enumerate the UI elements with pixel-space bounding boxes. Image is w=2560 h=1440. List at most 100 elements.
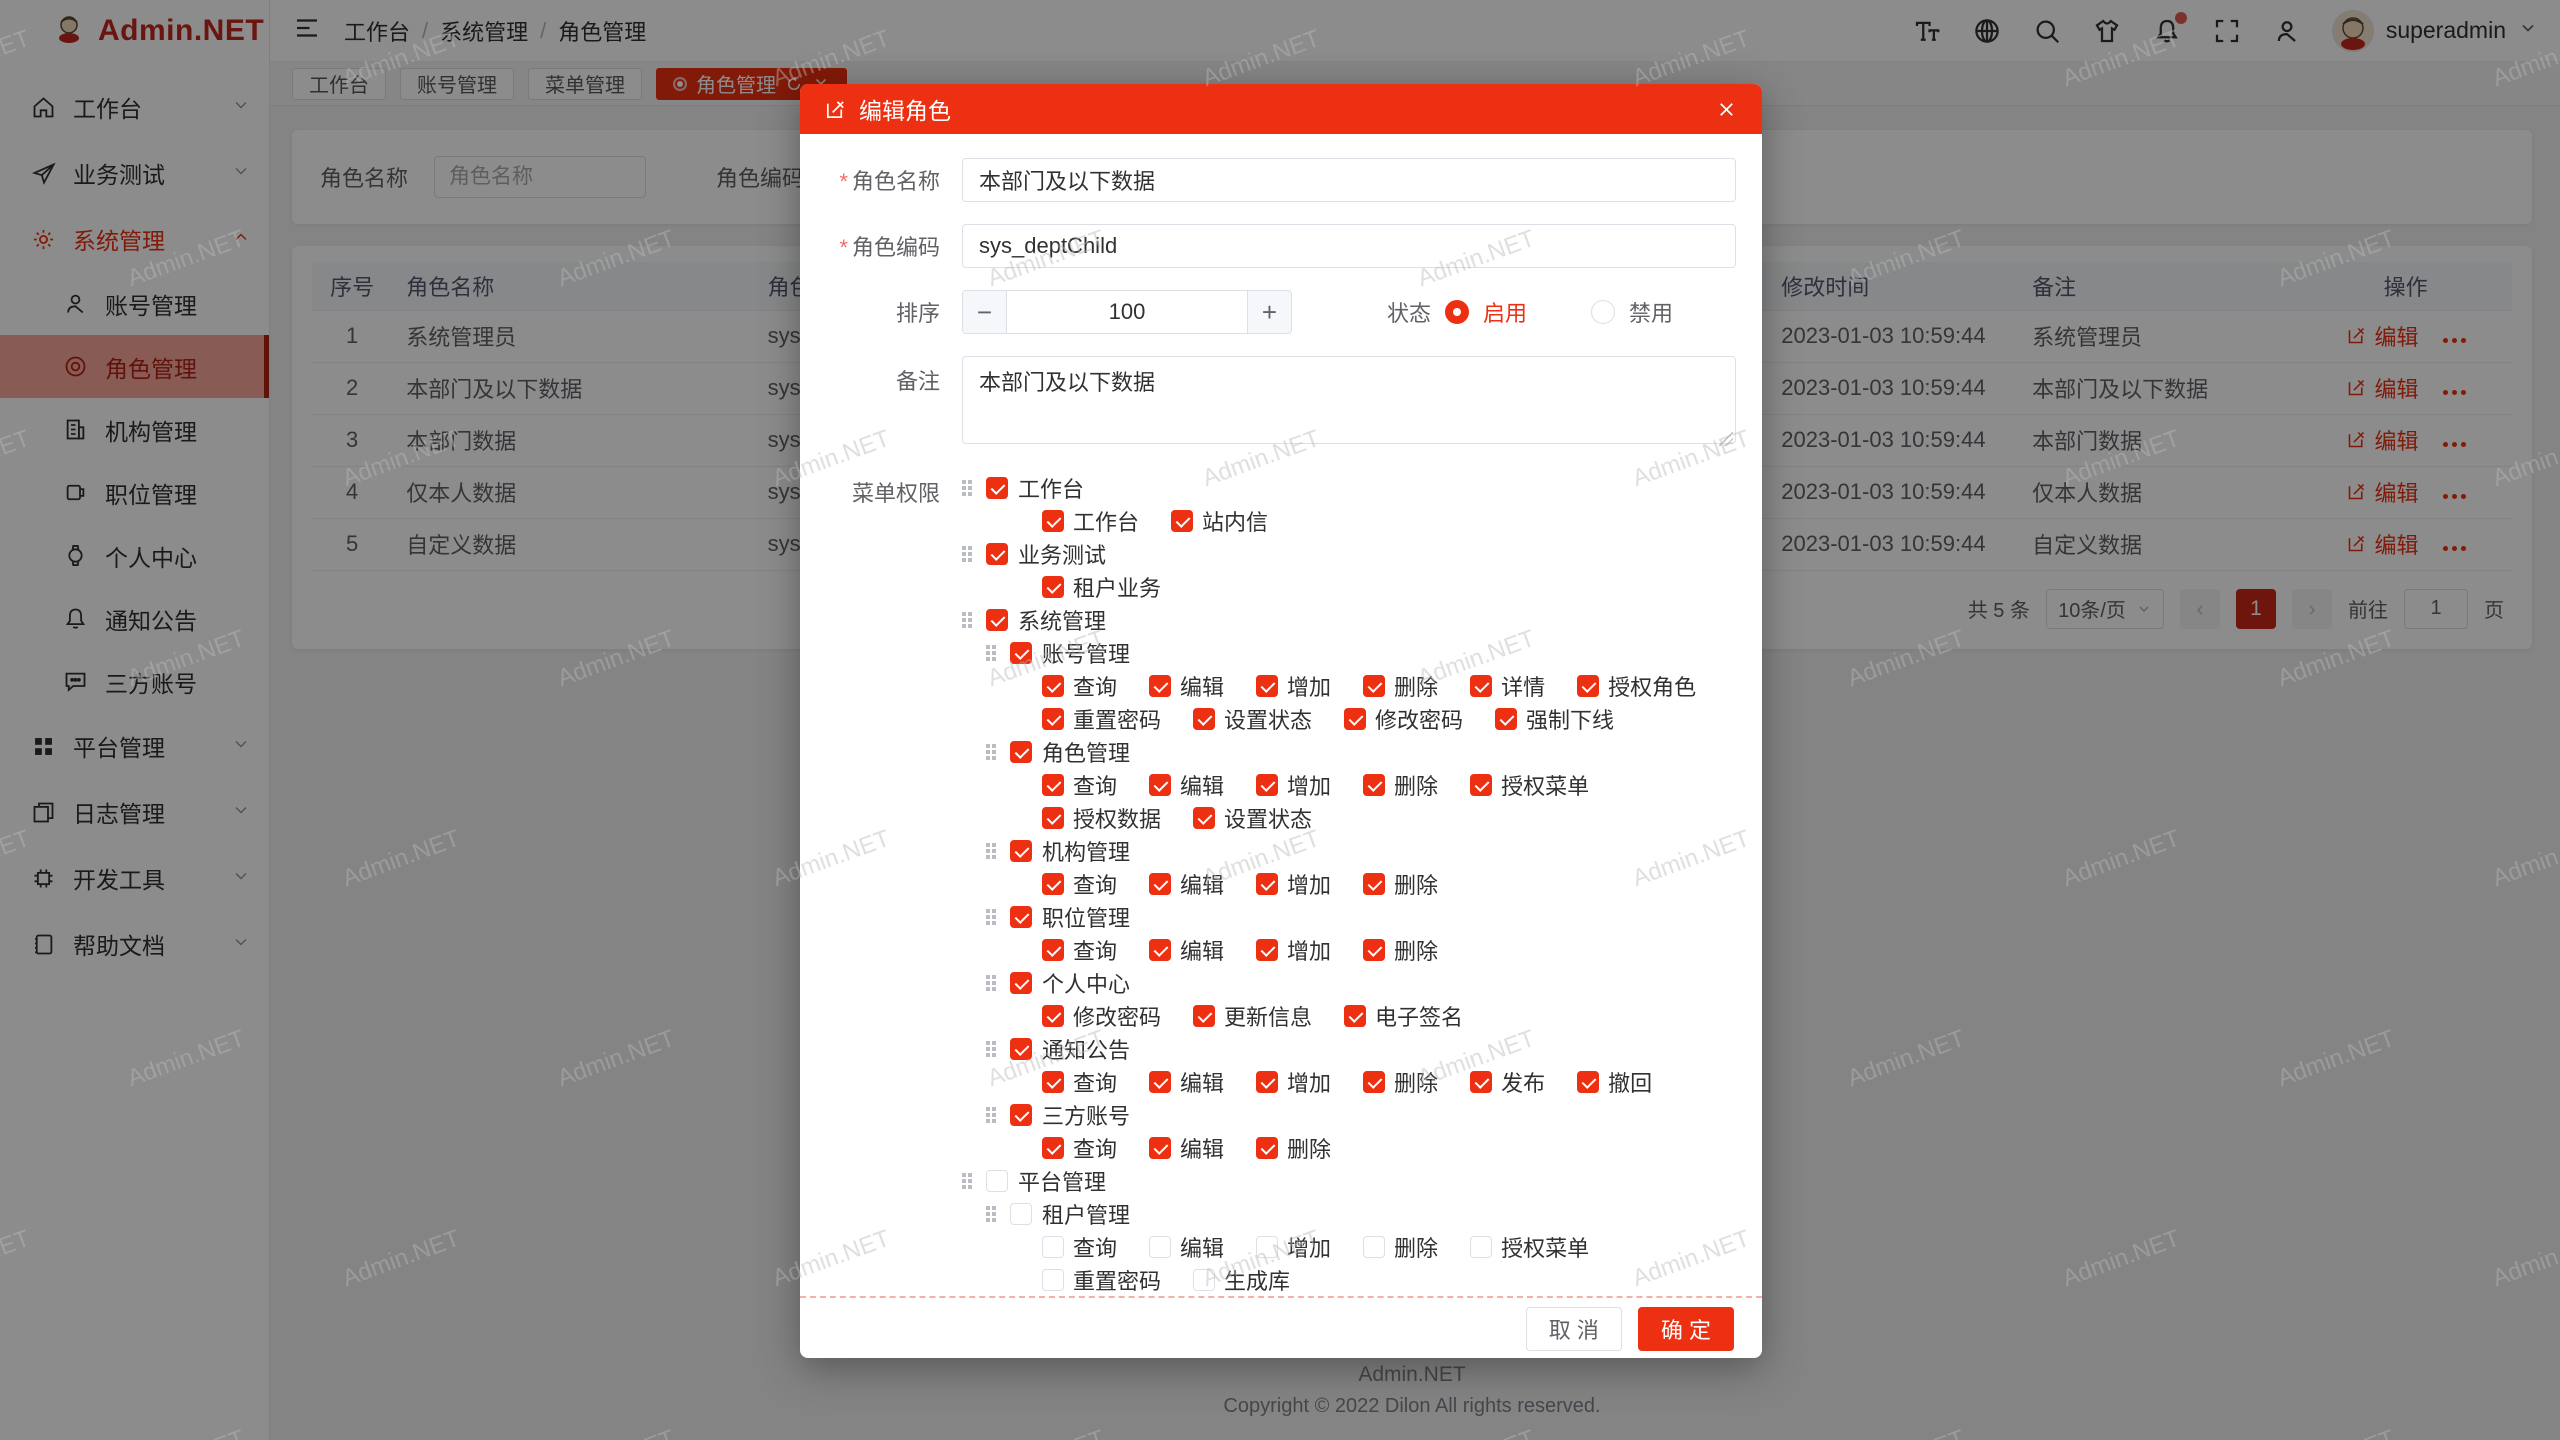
checkbox[interactable] [1363,938,1386,961]
checkbox[interactable] [1495,707,1518,730]
checkbox[interactable] [1470,1235,1493,1258]
edit-button[interactable]: 编辑 [2346,476,2419,508]
remark-textarea[interactable]: 本部门及以下数据 [962,356,1736,444]
close-icon[interactable] [1715,98,1738,121]
checkbox[interactable] [1042,806,1064,829]
checkbox[interactable] [1470,674,1493,697]
drag-handle-icon[interactable] [962,479,976,496]
checkbox[interactable] [1193,806,1216,829]
checkbox[interactable] [1577,1070,1600,1093]
more-actions-button[interactable] [2442,493,2466,499]
checkbox[interactable] [1042,1070,1064,1093]
checkbox[interactable] [1363,773,1386,796]
checkbox[interactable] [1010,641,1032,664]
checkbox[interactable] [1344,707,1367,730]
drag-handle-icon[interactable] [962,611,976,628]
status-enabled-label[interactable]: 启用 [1483,301,1528,326]
sidebar-item-个人中心[interactable]: 个人中心 [0,524,269,587]
checkbox[interactable] [1149,674,1172,697]
confirm-button[interactable]: 确 定 [1637,1307,1734,1351]
checkbox[interactable] [1042,1235,1064,1258]
checkbox[interactable] [1010,839,1032,862]
sidebar-item-平台管理[interactable]: 平台管理 [0,713,269,779]
increase-button[interactable]: + [1247,291,1291,333]
checkbox[interactable] [1010,971,1032,994]
checkbox[interactable] [986,608,1008,631]
app-logo[interactable]: Admin.NET [0,0,269,62]
sidebar-item-三方账号[interactable]: 三方账号 [0,650,269,713]
more-actions-button[interactable] [2442,337,2466,343]
checkbox[interactable] [986,476,1008,499]
prev-page-button[interactable]: ‹ [2180,588,2220,629]
checkbox[interactable] [1193,707,1216,730]
checkbox[interactable] [1149,1136,1172,1159]
checkbox[interactable] [1010,1037,1032,1060]
checkbox[interactable] [1042,575,1064,598]
current-page[interactable]: 1 [2236,588,2276,629]
sidebar-item-工作台[interactable]: 工作台 [0,74,269,140]
checkbox[interactable] [1344,1004,1367,1027]
user-menu[interactable]: superadmin [2331,9,2538,52]
drag-handle-icon[interactable] [986,743,1000,760]
checkbox[interactable] [1193,1268,1216,1291]
sidebar-item-系统管理[interactable]: 系统管理 [0,206,269,272]
checkbox[interactable] [1042,938,1064,961]
status-disabled-radio[interactable] [1591,300,1616,324]
checkbox[interactable] [1042,707,1064,730]
checkbox[interactable] [1149,872,1172,895]
checkbox[interactable] [1042,872,1064,895]
checkbox[interactable] [1256,938,1279,961]
checkbox[interactable] [1149,1235,1172,1258]
checkbox[interactable] [1256,674,1279,697]
checkbox[interactable] [1042,1004,1064,1027]
sidebar-item-通知公告[interactable]: 通知公告 [0,587,269,650]
edit-button[interactable]: 编辑 [2346,372,2419,404]
drag-handle-icon[interactable] [986,1106,1000,1123]
checkbox[interactable] [1193,1004,1216,1027]
checkbox[interactable] [1363,1070,1386,1093]
breadcrumb-item[interactable]: 工作台 [344,19,411,45]
font-size-icon[interactable] [1912,16,1942,46]
checkbox[interactable] [1010,740,1032,763]
checkbox[interactable] [1171,509,1194,532]
page-size-select[interactable]: 10条/页 [2046,588,2164,629]
goto-page-input[interactable] [2404,588,2468,629]
sidebar-item-业务测试[interactable]: 业务测试 [0,140,269,206]
drag-handle-icon[interactable] [962,1172,976,1189]
next-page-button[interactable]: › [2292,588,2332,629]
more-actions-button[interactable] [2442,441,2466,447]
sidebar-item-账号管理[interactable]: 账号管理 [0,272,269,335]
status-disabled-label[interactable]: 禁用 [1629,301,1674,326]
drag-handle-icon[interactable] [986,1205,1000,1222]
tab-账号管理[interactable]: 账号管理 [400,67,514,100]
checkbox[interactable] [1042,674,1064,697]
language-icon[interactable] [1972,16,2002,46]
theme-icon[interactable] [2092,16,2122,46]
fullscreen-icon[interactable] [2212,16,2242,46]
sidebar-item-角色管理[interactable]: 角色管理 [0,335,269,398]
role-name-search-input[interactable] [434,156,647,198]
checkbox[interactable] [1470,1070,1493,1093]
checkbox[interactable] [1256,1070,1279,1093]
sidebar-item-开发工具[interactable]: 开发工具 [0,845,269,911]
checkbox[interactable] [1042,1268,1064,1291]
checkbox[interactable] [1363,674,1386,697]
checkbox[interactable] [1149,773,1172,796]
checkbox[interactable] [986,542,1008,565]
checkbox[interactable] [1042,509,1064,532]
checkbox[interactable] [1149,938,1172,961]
checkbox[interactable] [1010,1202,1032,1225]
edit-button[interactable]: 编辑 [2346,528,2419,560]
refresh-icon[interactable] [785,75,803,93]
drag-handle-icon[interactable] [986,842,1000,859]
sidebar-item-帮助文档[interactable]: 帮助文档 [0,911,269,977]
checkbox[interactable] [1042,1136,1064,1159]
checkbox[interactable] [1256,872,1279,895]
role-name-input[interactable] [962,158,1736,202]
checkbox[interactable] [1149,1070,1172,1093]
checkbox[interactable] [986,1169,1008,1192]
drag-handle-icon[interactable] [986,1040,1000,1057]
checkbox[interactable] [1363,1235,1386,1258]
breadcrumb-item[interactable]: 角色管理 [558,19,647,45]
checkbox[interactable] [1010,1103,1032,1126]
